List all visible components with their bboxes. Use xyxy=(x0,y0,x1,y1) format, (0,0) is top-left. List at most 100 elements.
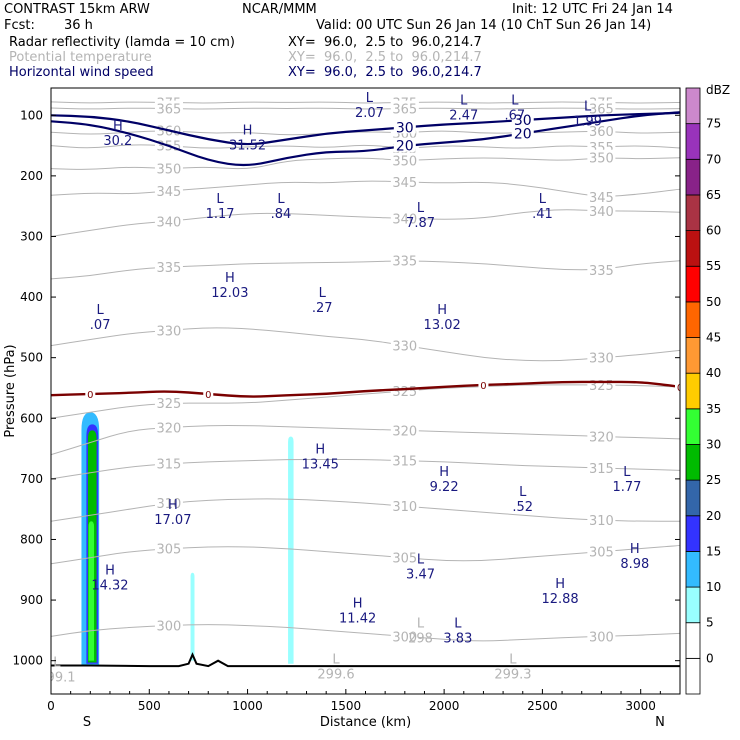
theta-contour-305 xyxy=(51,544,680,565)
hl-marker-L: L xyxy=(584,99,592,114)
wind-label-bg xyxy=(393,119,416,134)
gray-hl-marker: L xyxy=(509,653,517,668)
hl-value: 31.52 xyxy=(229,139,266,154)
hl-value: 1.99 xyxy=(573,114,602,129)
theta-label-bg xyxy=(587,428,616,443)
hl-marker-L: L xyxy=(319,286,327,301)
theta-label-320: 320 xyxy=(589,430,614,445)
colorbar-swatch-15 xyxy=(685,123,701,160)
theta-label-bg xyxy=(154,213,183,228)
hl-value: 17.07 xyxy=(154,513,191,528)
y-tick-label: 600 xyxy=(20,411,43,425)
colorbar-swatch-9 xyxy=(685,337,701,374)
hl-value: 2.07 xyxy=(355,106,384,121)
colorbar-tick-label: 60 xyxy=(706,224,721,238)
colorbar-tick-label: 65 xyxy=(706,188,721,202)
colorbar-tick-label: 10 xyxy=(706,580,721,594)
theta-label-bg xyxy=(587,261,616,276)
gray-hl-marker: L xyxy=(53,656,61,671)
hl-marker-L: L xyxy=(519,485,527,500)
colorbar-swatch-12 xyxy=(685,230,701,267)
wind-label-30: 30 xyxy=(514,113,532,129)
theta-contour-320 xyxy=(51,424,680,456)
y-tick-label: 1000 xyxy=(12,654,43,668)
hl-marker-L: L xyxy=(460,93,468,108)
gray-hl-value: 299.1 xyxy=(38,671,75,686)
x-tick-label: 1500 xyxy=(331,699,362,713)
hl-value: .07 xyxy=(90,318,111,333)
hl-value: 13.02 xyxy=(424,318,461,333)
theta-contour-315 xyxy=(51,458,680,480)
hl-value: 7.87 xyxy=(406,216,435,231)
gray-hl-value: 299.6 xyxy=(317,668,354,683)
theta-label-340: 340 xyxy=(589,205,614,220)
theta-label-bg xyxy=(154,258,183,273)
colorbar-tick-label: 35 xyxy=(706,402,721,416)
y-tick-label: 900 xyxy=(20,593,43,607)
hl-value: 30.2 xyxy=(103,134,132,149)
theta-label-345: 345 xyxy=(157,185,182,200)
theta-label-335: 335 xyxy=(157,261,182,276)
y-tick-label: 700 xyxy=(20,472,43,486)
theta-label-bg xyxy=(154,322,183,337)
colorbar-tick-label: 25 xyxy=(706,473,721,487)
colorbar-unit: dBZ xyxy=(706,83,730,97)
colorbar-swatch-11 xyxy=(685,265,701,303)
theta-label-320: 320 xyxy=(392,424,417,439)
wind-label-20: 20 xyxy=(396,139,414,155)
hl-value: 1.77 xyxy=(612,480,641,495)
colorbar-swatch-1 xyxy=(685,622,701,659)
theta-label-315: 315 xyxy=(157,458,182,473)
x-tick-label: 2500 xyxy=(527,699,558,713)
colorbar-tick-label: 45 xyxy=(706,331,721,345)
colorbar-swatch-2 xyxy=(685,586,701,624)
theta-label-305: 305 xyxy=(589,546,614,561)
theta-label-305: 305 xyxy=(157,543,182,558)
hl-value: 9.22 xyxy=(430,480,459,495)
theta-label-bg xyxy=(587,628,616,643)
theta-contour-340 xyxy=(51,209,680,237)
wind-contour-20 xyxy=(51,111,680,167)
theta-label-bg xyxy=(154,183,183,198)
wind-label-bg xyxy=(511,125,534,140)
theta-label-bg xyxy=(587,512,616,527)
theta-label-bg xyxy=(587,459,616,474)
theta-contour-330 xyxy=(51,327,680,362)
hl-marker-H: H xyxy=(555,577,565,592)
colorbar-swatch-5 xyxy=(685,479,701,517)
hl-value: .41 xyxy=(532,207,553,222)
gray-hl-marker: L xyxy=(417,616,425,631)
theta-label-bg xyxy=(154,495,183,510)
theta-label-335: 335 xyxy=(589,264,614,279)
hl-marker-L: L xyxy=(216,192,224,207)
colorbar-swatch-16 xyxy=(685,87,701,125)
hl-marker-L: L xyxy=(511,93,519,108)
hl-value: .84 xyxy=(271,207,292,222)
colorbar-swatch-14 xyxy=(685,158,701,196)
theta-label-bg xyxy=(390,173,419,188)
wind-contour-30 xyxy=(51,111,680,146)
theta-label-305: 305 xyxy=(392,552,417,567)
theta-label-bg xyxy=(154,160,183,175)
x-axis-title: Distance (km) xyxy=(320,715,411,730)
colorbar-swatch-13 xyxy=(685,194,701,231)
org-label: NCAR/MMM xyxy=(242,2,317,17)
gray-hl-value: 298 xyxy=(408,631,433,646)
theta-label-310: 310 xyxy=(157,497,182,512)
hl-marker-L: L xyxy=(417,201,425,216)
hl-value: 3.83 xyxy=(443,631,472,646)
freezing-label-bg xyxy=(203,388,214,400)
colorbar-swatch-0 xyxy=(685,657,701,695)
theta-label-bg xyxy=(390,549,419,564)
hl-marker-L: L xyxy=(366,91,374,106)
colorbar-swatch-6 xyxy=(685,444,701,481)
y-tick-label: 400 xyxy=(20,290,43,304)
colorbar-tick-label: 20 xyxy=(706,509,721,523)
hl-value: 2.47 xyxy=(449,108,478,123)
colorbar-swatch-7 xyxy=(685,408,701,445)
hl-value: 3.47 xyxy=(406,568,435,583)
hl-value: 12.03 xyxy=(211,286,248,301)
theta-label-345: 345 xyxy=(589,191,614,206)
theta-label-340: 340 xyxy=(157,215,182,230)
